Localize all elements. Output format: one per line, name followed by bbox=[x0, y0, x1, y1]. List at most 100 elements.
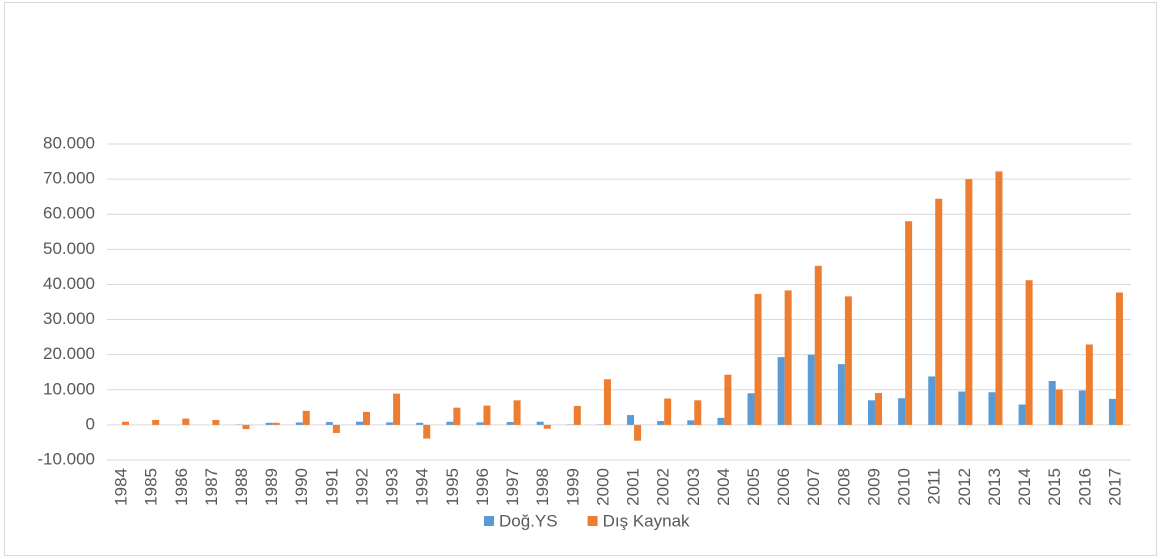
bar bbox=[1115, 292, 1123, 425]
x-tick-label: 2001 bbox=[624, 468, 643, 506]
bar bbox=[393, 393, 401, 425]
x-tick-label: 2014 bbox=[1015, 468, 1034, 506]
x-tick-label: 2005 bbox=[744, 468, 763, 506]
bar bbox=[182, 418, 190, 425]
bar bbox=[423, 424, 431, 439]
bar bbox=[356, 421, 363, 425]
bar bbox=[1078, 390, 1086, 425]
bar bbox=[634, 424, 642, 441]
bar bbox=[446, 421, 454, 425]
bar bbox=[958, 391, 966, 425]
bar bbox=[265, 422, 273, 425]
bar bbox=[453, 407, 461, 425]
x-tick-label: 2017 bbox=[1105, 468, 1124, 506]
bar bbox=[928, 376, 936, 425]
x-tick-label: 2004 bbox=[714, 468, 733, 506]
x-tick-label: 2008 bbox=[834, 468, 853, 506]
bar bbox=[965, 179, 973, 425]
x-tick-label: 2015 bbox=[1045, 468, 1064, 506]
x-tick-label: 2011 bbox=[925, 468, 944, 505]
legend-label: Doğ.YS bbox=[499, 511, 558, 530]
x-tick-label: 1990 bbox=[292, 468, 311, 506]
bar bbox=[687, 420, 695, 425]
x-tick-label: 1992 bbox=[352, 468, 371, 506]
bar bbox=[1048, 381, 1056, 425]
bar bbox=[506, 422, 514, 425]
chart-frame bbox=[4, 2, 1157, 556]
bar bbox=[386, 422, 394, 425]
y-tick-label: 50.000 bbox=[43, 239, 95, 258]
x-tick-label: 2013 bbox=[985, 468, 1004, 506]
x-tick-label: 1989 bbox=[262, 468, 281, 506]
bar bbox=[868, 400, 875, 425]
y-tick-label: 80.000 bbox=[43, 133, 95, 152]
bar bbox=[784, 290, 792, 425]
y-tick-label: 20.000 bbox=[43, 344, 95, 363]
bar bbox=[814, 265, 822, 425]
bar bbox=[837, 364, 845, 425]
bar bbox=[724, 374, 732, 425]
x-tick-label: 2002 bbox=[654, 468, 673, 506]
x-tick-label: 2009 bbox=[864, 468, 883, 506]
bar bbox=[325, 422, 333, 425]
x-tick-label: 1999 bbox=[563, 468, 582, 506]
legend-label: Dış Kaynak bbox=[603, 511, 690, 530]
bar bbox=[777, 357, 785, 425]
bar bbox=[935, 198, 943, 425]
bar bbox=[905, 221, 913, 425]
x-tick-label: 2016 bbox=[1075, 468, 1094, 506]
x-tick-label: 1984 bbox=[112, 468, 131, 506]
bar bbox=[627, 415, 635, 425]
x-tick-label: 1994 bbox=[413, 468, 432, 506]
x-tick-label: 1996 bbox=[473, 468, 492, 506]
bar bbox=[657, 421, 665, 425]
bar bbox=[995, 171, 1003, 425]
x-tick-label: 2010 bbox=[895, 468, 914, 506]
bar bbox=[807, 354, 815, 425]
bar bbox=[363, 411, 370, 425]
bar bbox=[476, 422, 484, 425]
bar bbox=[536, 421, 544, 425]
bar bbox=[513, 400, 521, 425]
x-tick-label: 1988 bbox=[232, 468, 251, 506]
bar bbox=[988, 392, 996, 425]
bar bbox=[302, 410, 310, 425]
bar bbox=[332, 424, 340, 433]
bar bbox=[754, 293, 762, 425]
bar bbox=[295, 422, 303, 425]
bar bbox=[1085, 344, 1093, 425]
bar bbox=[1055, 389, 1063, 425]
y-tick-label: -10.000 bbox=[37, 449, 95, 468]
y-tick-label: 10.000 bbox=[43, 379, 95, 398]
y-tick-label: 40.000 bbox=[43, 274, 95, 293]
x-tick-label: 1987 bbox=[202, 468, 221, 506]
y-tick-label: 70.000 bbox=[43, 169, 95, 188]
bar bbox=[1025, 280, 1033, 425]
x-tick-label: 2006 bbox=[774, 468, 793, 506]
bar bbox=[694, 400, 702, 425]
bar bbox=[416, 422, 424, 425]
y-tick-label: 0 bbox=[86, 414, 95, 433]
bar bbox=[1108, 398, 1116, 425]
bar bbox=[875, 392, 882, 425]
y-tick-label: 30.000 bbox=[43, 309, 95, 328]
bar bbox=[212, 419, 220, 425]
x-tick-label: 1995 bbox=[443, 468, 462, 506]
x-tick-label: 1998 bbox=[533, 468, 552, 506]
bar bbox=[543, 424, 551, 429]
bar bbox=[483, 405, 491, 425]
bar bbox=[122, 421, 130, 425]
bar bbox=[844, 296, 852, 425]
x-tick-label: 2000 bbox=[593, 468, 612, 506]
legend-swatch bbox=[587, 516, 598, 526]
bar bbox=[242, 424, 250, 430]
bar bbox=[603, 379, 611, 425]
y-tick-label: 60.000 bbox=[43, 204, 95, 223]
bar bbox=[898, 398, 906, 425]
bar bbox=[152, 419, 160, 425]
legend-swatch bbox=[484, 516, 494, 526]
bar bbox=[717, 417, 725, 425]
bar bbox=[272, 422, 280, 425]
